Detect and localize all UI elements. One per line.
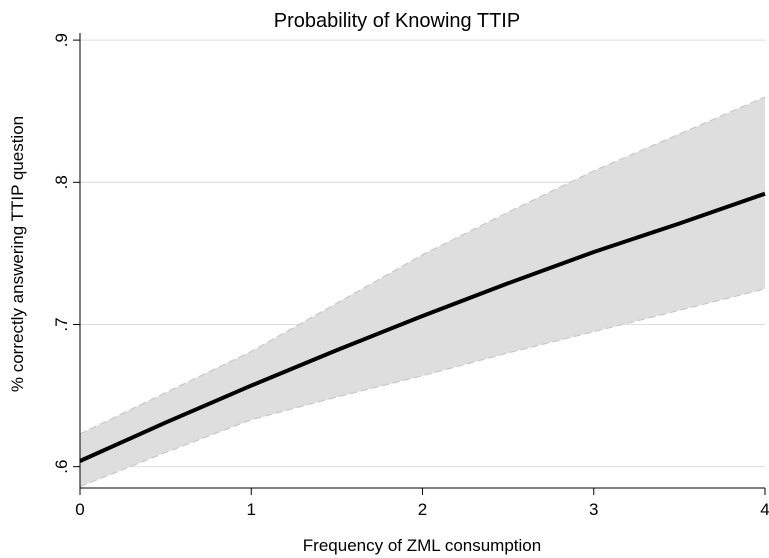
series-line: [79, 191, 766, 463]
y-tick-label-3: .9: [52, 33, 71, 47]
confidence-band-area: [80, 97, 765, 487]
x-tick-label-4: 4: [760, 500, 769, 519]
x-tick-label-3: 3: [589, 500, 598, 519]
series-line-layer: [79, 191, 766, 463]
x-tick-label-1: 1: [247, 500, 256, 519]
x-axis-ticks: 0 1 2 3 4: [75, 488, 769, 519]
x-tick-label-2: 2: [418, 500, 427, 519]
y-axis-label: % correctly answering TTIP question: [8, 116, 27, 392]
upper-bound-line: [79, 96, 766, 435]
x-tick-label-0: 0: [75, 500, 84, 519]
chart-title: Probability of Knowing TTIP: [274, 10, 520, 32]
y-axis-ticks: .6 .7 .8 .9: [52, 33, 80, 474]
y-tick-label-2: .8: [52, 175, 71, 189]
y-tick-label-1: .7: [52, 317, 71, 331]
lower-bound-line: [79, 288, 766, 488]
confidence-band: [79, 96, 766, 488]
x-axis-label: Frequency of ZML consumption: [303, 536, 541, 555]
y-tick-label-0: .6: [52, 460, 71, 474]
grid-lines: [80, 39, 765, 468]
